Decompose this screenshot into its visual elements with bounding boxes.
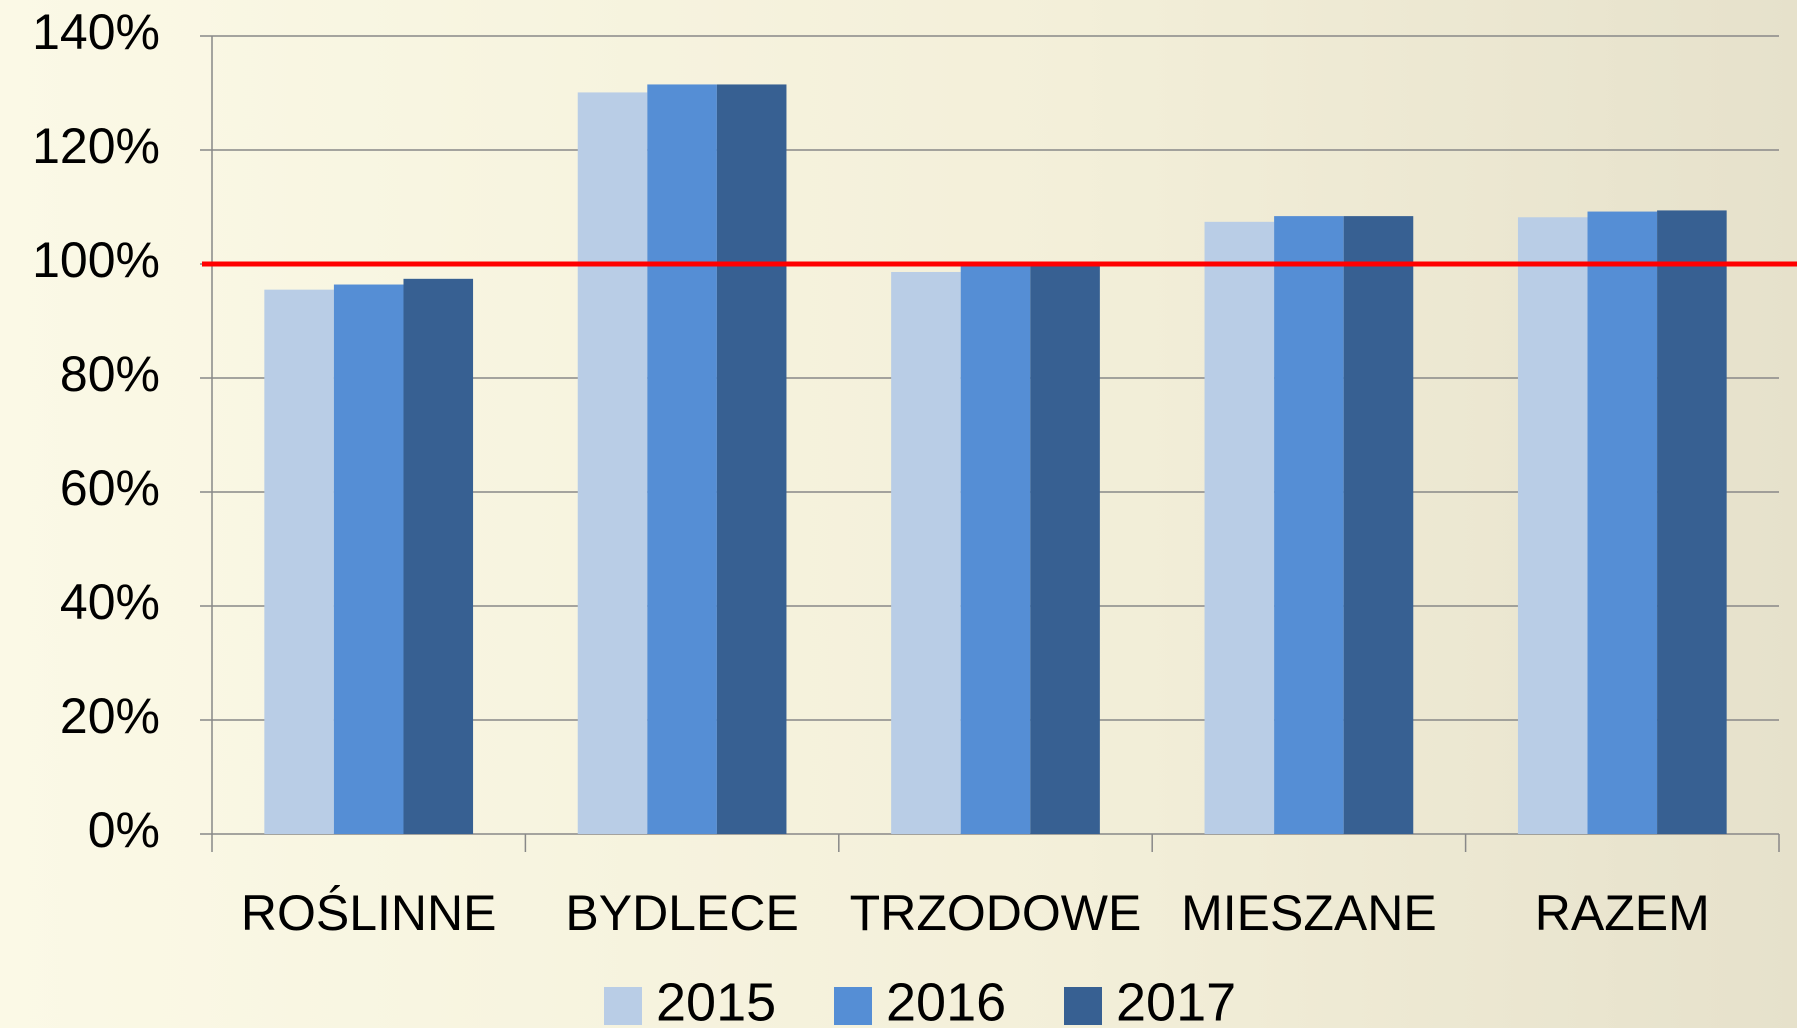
bar (1030, 266, 1100, 834)
bar (333, 284, 404, 834)
legend-label: 2015 (656, 972, 776, 1028)
y-tick-label: 60% (60, 460, 160, 516)
bar (577, 92, 648, 835)
bar (716, 84, 787, 834)
bar (1204, 221, 1275, 834)
bar (647, 84, 717, 834)
bar (403, 278, 474, 834)
x-tick-label: ROŚLINNE (241, 884, 497, 941)
legend-swatch (834, 987, 872, 1025)
x-tick-label: BYDLECE (565, 885, 798, 941)
bar (1274, 216, 1344, 834)
y-tick-label: 100% (32, 232, 160, 288)
bar (1587, 211, 1658, 834)
legend-label: 2017 (1116, 972, 1236, 1028)
y-tick-label: 0% (88, 802, 160, 858)
bar (1517, 217, 1588, 834)
bar (891, 271, 961, 835)
y-tick-label: 80% (60, 346, 160, 402)
x-tick-label: RAZEM (1535, 885, 1710, 941)
y-tick-label: 20% (60, 688, 160, 744)
legend-label: 2016 (886, 972, 1006, 1028)
y-tick-label: 40% (60, 574, 160, 630)
legend-swatch (604, 987, 642, 1025)
bar (1343, 216, 1414, 834)
bar (960, 266, 1031, 834)
x-tick-label: MIESZANE (1181, 885, 1437, 941)
legend-swatch (1064, 987, 1102, 1025)
bar (264, 289, 334, 834)
bar (1657, 210, 1727, 835)
y-tick-label: 120% (32, 118, 160, 174)
y-tick-label: 140% (32, 4, 160, 60)
x-tick-label: TRZODOWE (850, 885, 1142, 941)
